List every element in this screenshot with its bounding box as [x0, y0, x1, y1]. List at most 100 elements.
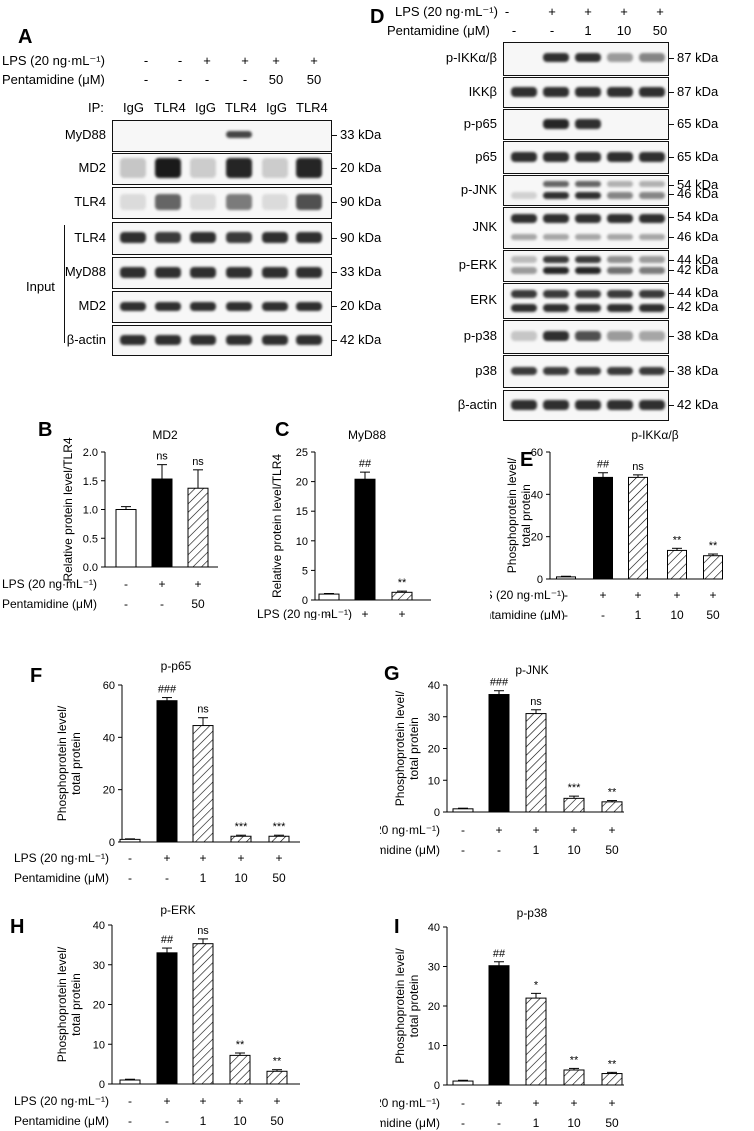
blot-band: [543, 53, 569, 62]
condition-value: -: [165, 871, 169, 885]
blot-band: [296, 194, 322, 210]
blot-band: [639, 214, 665, 223]
condition-value: +: [495, 823, 502, 837]
condition-value: +: [237, 851, 244, 865]
condition-value: -: [461, 843, 465, 857]
blot-band: [607, 290, 633, 298]
blot-size-tick: [668, 293, 674, 294]
blot-panel: [112, 153, 332, 185]
bar: [601, 801, 623, 813]
condition-value: -: [327, 607, 331, 620]
y-axis-label: Relative protein level/TLR4: [270, 454, 284, 598]
condition-value: 1: [635, 608, 642, 620]
bar: [452, 808, 474, 813]
condition-value: -: [504, 4, 510, 19]
blot-band: [155, 335, 181, 345]
condition-value: 50: [605, 843, 619, 857]
condition-value: -: [128, 871, 132, 885]
y-tick-label: 60: [103, 680, 115, 692]
condition-value: +: [158, 577, 165, 591]
blot-protein-label: p-p38: [463, 328, 497, 343]
condition-value: +: [163, 851, 170, 865]
condition-value: +: [310, 53, 318, 68]
condition-value: +: [163, 1094, 170, 1108]
condition-value: +: [656, 4, 664, 19]
condition-value: 10: [670, 608, 684, 620]
blot-size-tick: [668, 91, 674, 93]
blot-band: [120, 194, 146, 210]
blot-size-label: 33 kDa: [340, 264, 382, 279]
blot-size-label: 38 kDa: [677, 328, 719, 343]
blot-band: [607, 367, 633, 375]
blot-protein-label: IKKβ: [468, 83, 497, 99]
blot-band: [575, 214, 601, 223]
blot-band: [639, 367, 665, 375]
panel-label-d: D: [370, 6, 385, 28]
condition-value: 1: [533, 1116, 540, 1130]
bar: [318, 593, 340, 601]
condition-value: -: [143, 72, 149, 87]
blot-panel: [112, 187, 332, 219]
condition-value: +: [599, 588, 606, 602]
blot-band: [543, 214, 569, 223]
bar: [628, 476, 648, 580]
blot-band: [543, 331, 569, 341]
blot-band: [639, 87, 665, 97]
blot-band: [607, 304, 633, 312]
blot-size-tick: [668, 237, 674, 238]
blot-band: [155, 267, 181, 278]
panel-label-a: A: [18, 26, 33, 48]
significance-label: ##: [597, 459, 610, 471]
y-axis-label: total protein: [69, 973, 83, 1036]
blot-band: [296, 232, 322, 243]
condition-value: +: [194, 577, 201, 591]
y-axis-label: Phosphoprotein level/: [393, 948, 407, 1064]
blot-size-label: 20 kDa: [340, 160, 382, 175]
blot-band: [120, 232, 146, 243]
blot-panel: [112, 257, 332, 289]
blot-panel: [503, 250, 669, 282]
y-axis-label: Phosphoprotein level/: [55, 705, 69, 821]
ip-lane-label: TLR4: [296, 100, 328, 115]
blot-band: [607, 181, 633, 187]
condition-value: -: [124, 577, 128, 591]
panel-label: E: [520, 449, 533, 471]
blot-band: [190, 158, 216, 178]
significance-label: ns: [197, 704, 209, 716]
blot-band: [639, 234, 665, 240]
condition-value: -: [242, 72, 248, 87]
blot-size-tick: [668, 58, 674, 59]
condition-value: +: [272, 53, 280, 68]
condition-label: Pentamidine (μM): [380, 1116, 440, 1130]
panel-label: F: [30, 665, 42, 687]
blot-protein-label: MyD88: [64, 127, 106, 142]
bar: [703, 555, 723, 580]
blot-band: [607, 192, 633, 199]
significance-label: **: [398, 577, 407, 589]
condition-value: +: [273, 1094, 280, 1108]
condition-value: -: [177, 72, 183, 87]
significance-label: ns: [530, 696, 542, 708]
chart-p-p38: Ip-p38 0 10 20 30 40 Phosphoprotein level/tota…: [380, 906, 624, 1130]
blot-size-label: 38 kDa: [677, 362, 719, 378]
significance-label: **: [273, 1056, 282, 1068]
blot-band: [607, 331, 633, 341]
y-tick-label: 40: [531, 489, 543, 501]
y-tick-label: 40: [428, 922, 440, 934]
significance-label: **: [673, 534, 682, 546]
bar: [115, 509, 137, 568]
blot-panel: [112, 325, 332, 356]
significance-label: ###: [490, 677, 509, 689]
blot-band: [543, 304, 569, 312]
y-tick-label: 20: [103, 785, 115, 797]
blot-panel: [112, 291, 332, 323]
condition-value: +: [236, 1094, 243, 1108]
blot-panel: [503, 207, 669, 249]
blot-band: [296, 302, 322, 311]
blot-band: [296, 335, 322, 345]
y-axis-label: Phosphoprotein level/: [393, 690, 407, 806]
y-tick-label: 30: [428, 962, 440, 974]
blot-protein-label: MD2: [78, 298, 106, 313]
blot-band: [607, 400, 633, 410]
blot-band: [120, 335, 146, 345]
